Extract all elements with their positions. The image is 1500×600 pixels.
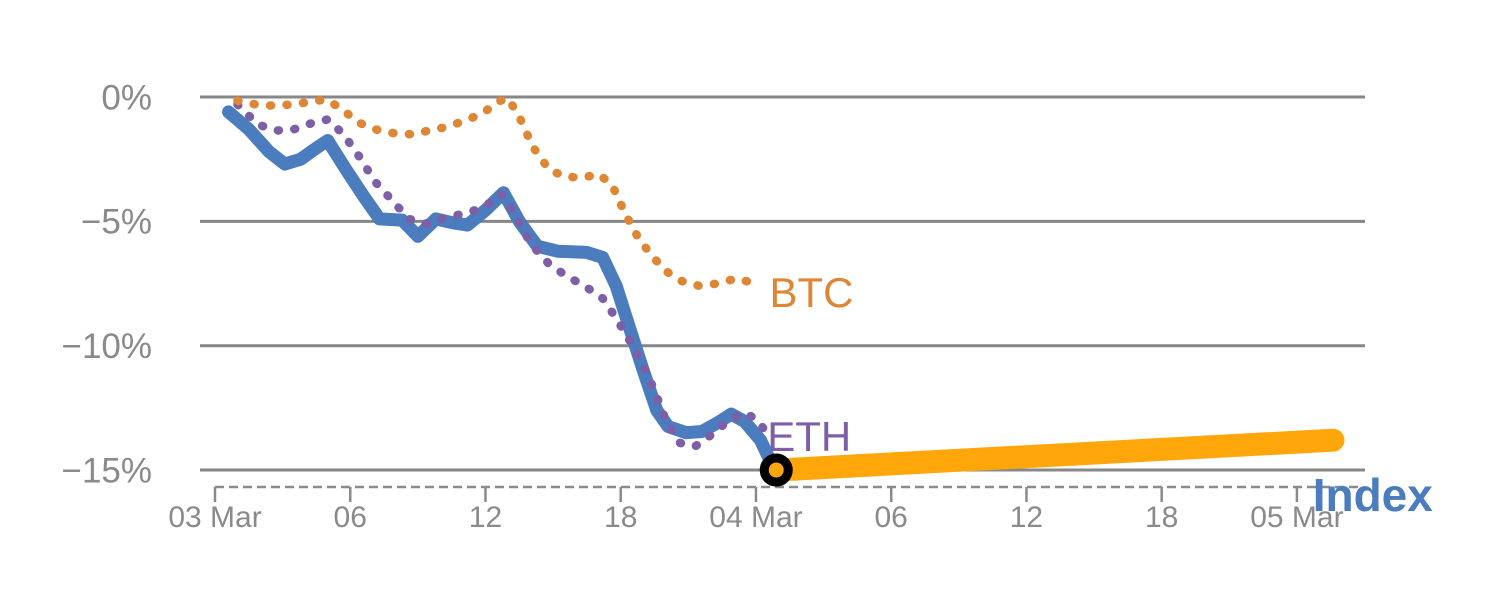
y-axis-tick-label: −15% bbox=[62, 451, 153, 490]
x-axis-tick-label: 04 Mar bbox=[709, 501, 802, 534]
x-axis-tick-label: 06 bbox=[875, 501, 908, 534]
y-axis-tick-label: 0% bbox=[101, 78, 152, 117]
y-axis-tick-label: −5% bbox=[81, 203, 152, 242]
x-axis-tick-label: 05 Mar bbox=[1250, 501, 1343, 534]
x-axis-tick-label: 03 Mar bbox=[168, 501, 261, 534]
series-label-eth: ETH bbox=[767, 413, 851, 460]
current-value-marker bbox=[759, 453, 793, 487]
x-axis-tick-label: 18 bbox=[1145, 501, 1178, 534]
eth-line bbox=[233, 100, 770, 451]
btc-line bbox=[233, 93, 761, 291]
x-axis-tick-label: 12 bbox=[469, 501, 502, 534]
series-label-btc: BTC bbox=[769, 269, 853, 316]
index-line bbox=[222, 105, 781, 476]
index-forward-line bbox=[764, 428, 1345, 482]
x-axis-tick-label: 18 bbox=[604, 501, 637, 534]
series-label-index: Index bbox=[1313, 469, 1434, 521]
x-axis-tick-label: 12 bbox=[1010, 501, 1043, 534]
y-axis-tick-label: −10% bbox=[62, 327, 153, 366]
x-axis-tick-label: 06 bbox=[334, 501, 367, 534]
